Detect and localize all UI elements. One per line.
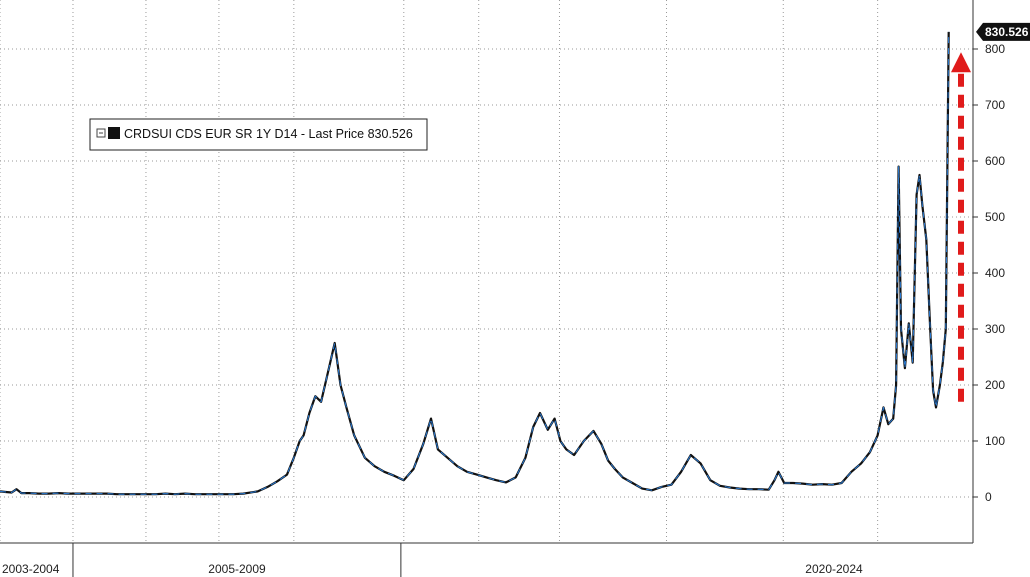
y-tick-label: 600	[985, 154, 1005, 168]
last-value-badge: 830.526	[976, 22, 1030, 41]
series-line-highlight	[0, 31, 950, 495]
legend-label: CRDSUI CDS EUR SR 1Y D14 - Last Price 83…	[124, 127, 413, 141]
y-tick-label: 200	[985, 378, 1005, 392]
y-tick-label: 100	[985, 434, 1005, 448]
last-value-badge-shape	[976, 22, 1030, 41]
y-tick-label: 800	[985, 42, 1005, 56]
x-period-label: 2005-2009	[208, 562, 266, 576]
legend-box	[89, 118, 428, 151]
grid-layer	[0, 0, 973, 543]
legend: CRDSUI CDS EUR SR 1Y D14 - Last Price 83…	[89, 118, 428, 151]
arrow-head	[951, 52, 971, 73]
x-period-label: 2003-2004	[2, 562, 60, 576]
axis-layer: 0 100 200 300 400 500 600 700 800 2003-2004 2005-2…	[0, 0, 1005, 577]
y-tick-label: 400	[985, 266, 1005, 280]
last-value-label: 830.526	[985, 25, 1029, 39]
y-tick-label: 0	[985, 490, 992, 504]
y-tick-label: 300	[985, 322, 1005, 336]
legend-swatch	[108, 127, 120, 139]
series-line	[0, 31, 950, 496]
series-layer	[0, 31, 950, 496]
annotation-layer	[951, 52, 971, 402]
x-period-label: 2020-2024	[805, 562, 863, 576]
y-tick-label: 500	[985, 210, 1005, 224]
y-tick-label: 700	[985, 98, 1005, 112]
